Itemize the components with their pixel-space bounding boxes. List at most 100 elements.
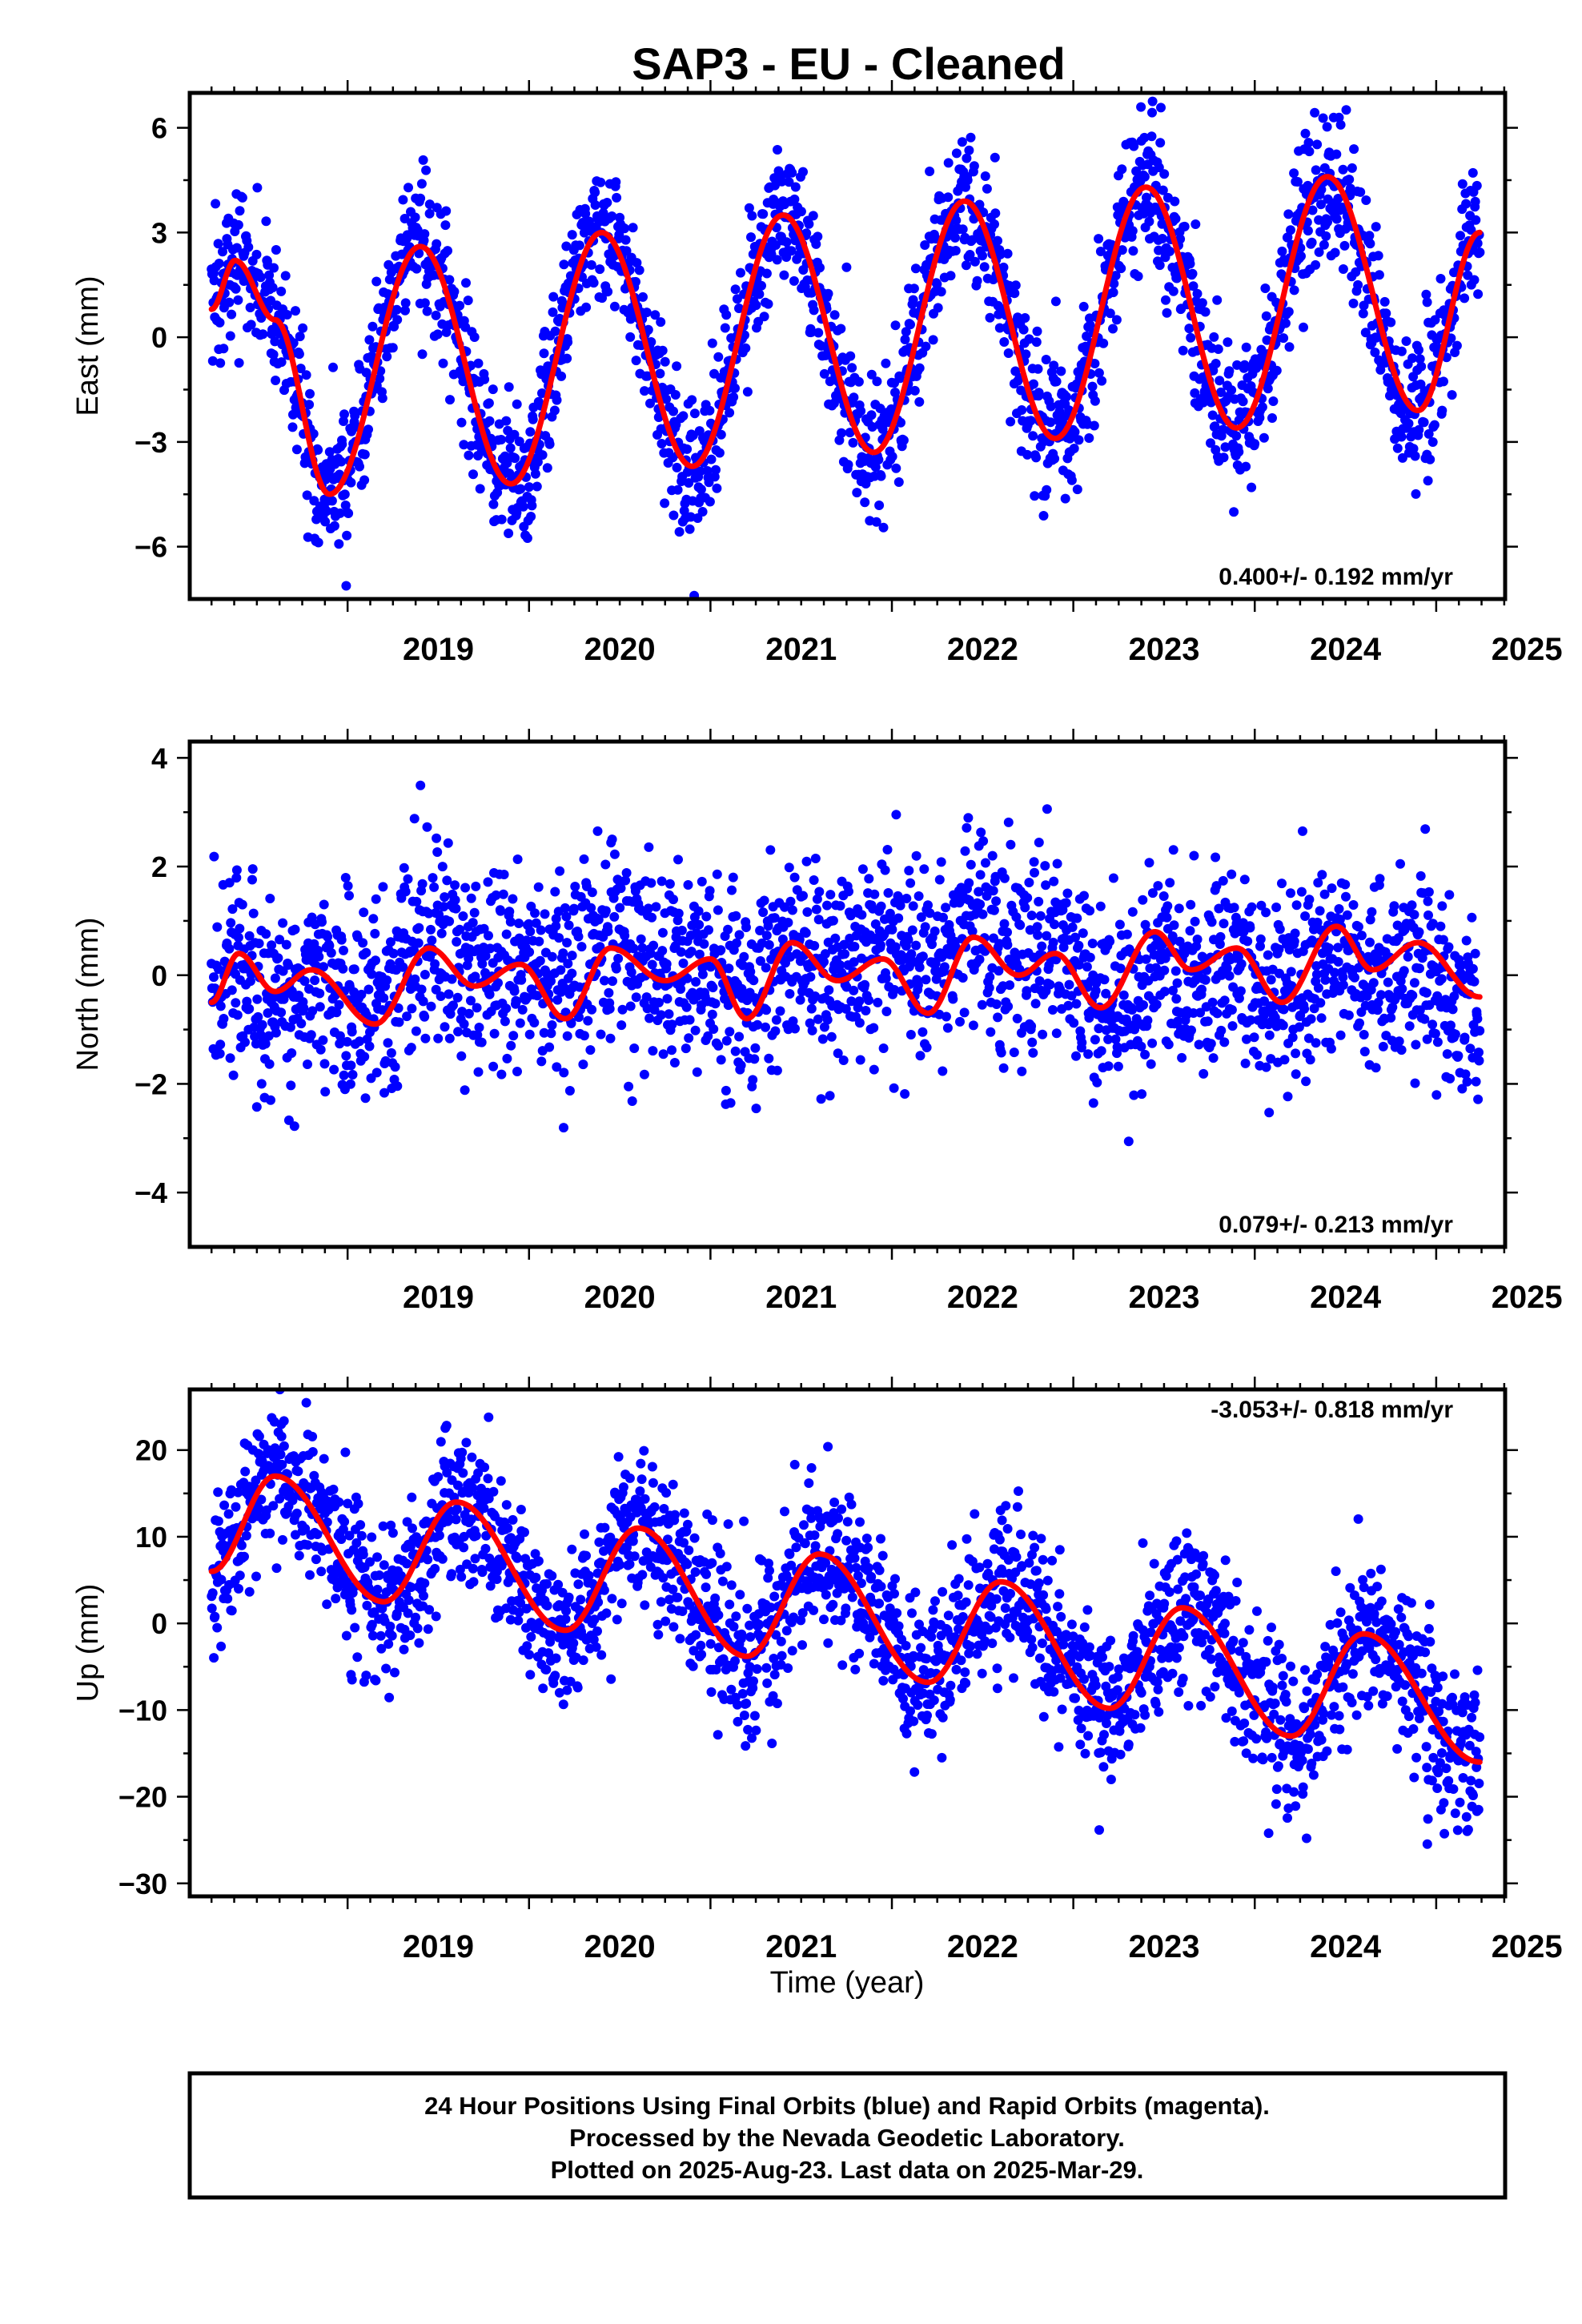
data-point [1078, 301, 1089, 312]
data-point [283, 960, 293, 970]
data-point [749, 975, 759, 986]
data-point [882, 845, 893, 854]
data-point [1383, 977, 1393, 987]
data-point [903, 935, 913, 945]
data-point [656, 1010, 666, 1020]
data-point [1034, 388, 1044, 398]
data-point [420, 298, 430, 308]
rate-label-north: 0.079+/- 0.213 mm/yr [1219, 1212, 1453, 1238]
data-point [1268, 396, 1279, 406]
data-point [1136, 1041, 1146, 1051]
data-point [674, 527, 685, 537]
data-point [772, 255, 782, 265]
data-point [514, 919, 524, 928]
data-point [1264, 1030, 1275, 1040]
data-point [524, 1029, 535, 1039]
data-point [1082, 331, 1092, 341]
data-point [318, 1035, 328, 1045]
data-point [535, 955, 545, 966]
data-point [1460, 293, 1470, 304]
data-point [1341, 891, 1351, 902]
data-point [592, 826, 603, 836]
data-point [232, 1010, 243, 1020]
data-point [1290, 928, 1300, 939]
data-point [340, 873, 351, 883]
x-tick-label: 2020 [584, 632, 656, 667]
data-point [1415, 963, 1424, 974]
data-point [303, 1059, 312, 1069]
data-point [443, 246, 452, 256]
data-point [1031, 337, 1042, 348]
data-point [669, 510, 679, 521]
data-point [962, 153, 972, 163]
data-point [1296, 887, 1307, 897]
data-point [615, 903, 625, 913]
data-point [982, 183, 992, 194]
data-point [1192, 288, 1203, 299]
data-point [613, 954, 624, 963]
data-point [1331, 214, 1342, 224]
data-point [394, 1017, 404, 1027]
data-point [310, 975, 320, 986]
data-point [941, 903, 951, 913]
data-point [787, 905, 797, 915]
data-point [578, 1059, 588, 1070]
data-point [1028, 431, 1038, 441]
data-point [994, 966, 1004, 976]
data-point [1190, 916, 1200, 927]
data-point [525, 427, 536, 437]
data-point [224, 297, 235, 308]
data-point [820, 949, 830, 959]
data-point [1049, 876, 1059, 887]
data-point [673, 854, 683, 865]
data-point [1409, 910, 1419, 920]
data-point [1146, 131, 1157, 142]
data-point [1038, 511, 1049, 521]
data-point [761, 1022, 770, 1032]
data-point [508, 1031, 519, 1041]
data-point [291, 306, 300, 316]
data-point [234, 1583, 243, 1594]
data-point [468, 469, 478, 480]
data-point [1316, 199, 1326, 210]
data-point [546, 1028, 556, 1039]
data-point [424, 208, 435, 219]
data-point [1326, 1043, 1336, 1054]
data-point [346, 1060, 356, 1071]
data-point [957, 137, 967, 147]
data-point [1178, 345, 1188, 356]
data-point [1370, 348, 1380, 357]
data-point [835, 901, 845, 911]
data-point [252, 183, 263, 193]
data-point [233, 219, 243, 230]
data-point [1139, 132, 1150, 143]
data-point [1438, 935, 1448, 945]
y-tick-label: −6 [135, 531, 167, 564]
data-point [849, 392, 859, 403]
data-point [412, 896, 422, 907]
data-point [1227, 1021, 1238, 1031]
x-ticks-north [210, 729, 1506, 1260]
data-point [1348, 900, 1359, 910]
data-point [1396, 432, 1407, 442]
data-point [530, 468, 540, 479]
data-point [1279, 1055, 1290, 1065]
data-point [426, 924, 436, 935]
data-point [898, 435, 909, 445]
data-point [1437, 405, 1447, 416]
data-point [315, 1044, 326, 1055]
data-point [1034, 896, 1044, 907]
data-point [1098, 338, 1109, 348]
data-point [1215, 931, 1226, 942]
data-point [967, 926, 978, 936]
data-point [1292, 177, 1303, 187]
data-point [632, 258, 642, 268]
data-point [501, 416, 512, 426]
data-point [1186, 1025, 1196, 1035]
data-point [459, 440, 469, 450]
data-point [629, 1043, 640, 1053]
data-point [215, 1039, 226, 1050]
data-point [1474, 1047, 1484, 1058]
data-point [342, 1036, 352, 1047]
data-point [1344, 175, 1355, 185]
